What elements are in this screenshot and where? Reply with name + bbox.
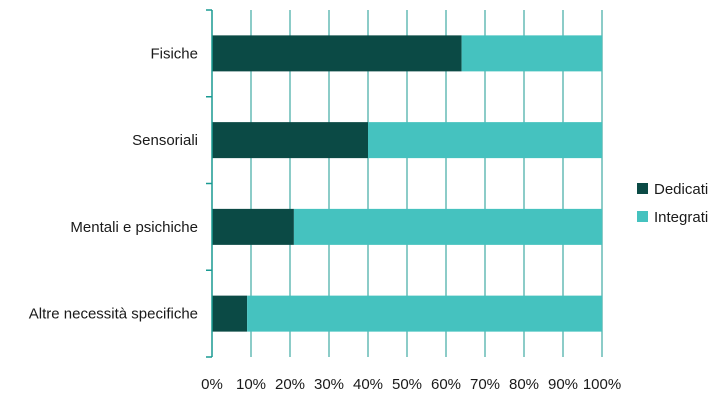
bar-dedicati (212, 122, 368, 159)
category-label: Altre necessità specifiche (29, 306, 198, 323)
category-label: Mentali e psichiche (70, 219, 198, 236)
x-tick-label: 70% (470, 376, 500, 393)
category-label: Sensoriali (132, 132, 198, 149)
x-tick-label: 60% (431, 376, 461, 393)
bars (212, 35, 602, 332)
bar-dedicati (212, 295, 248, 332)
legend-swatch (637, 211, 648, 222)
category-labels: Fisiche Sensoriali Mentali e psichiche Altr… (29, 45, 198, 322)
x-tick-label: 80% (509, 376, 539, 393)
bar-integrati (247, 295, 602, 332)
x-tick-label: 40% (353, 376, 383, 393)
x-tick-label: 90% (548, 376, 578, 393)
legend-swatch (637, 183, 648, 194)
bar-integrati (293, 208, 602, 245)
bar-dedicati (212, 35, 462, 72)
category-label: Fisiche (150, 45, 198, 62)
bar-dedicati (212, 208, 294, 245)
bar-integrati (368, 122, 602, 159)
legend-label: Integrati (654, 209, 708, 226)
x-tick-label: 50% (392, 376, 422, 393)
x-tick-label: 20% (275, 376, 305, 393)
legend-label: Dedicati (654, 181, 708, 198)
x-tick-label: 10% (236, 376, 266, 393)
y-axis (206, 9, 213, 358)
x-tick-label: 30% (314, 376, 344, 393)
bar-integrati (461, 35, 602, 72)
x-tick-label: 100% (583, 376, 621, 393)
x-tick-labels: 0% 10% 20% 30% 40% 50% 60% 70% 80% 90% 100% (201, 376, 621, 393)
legend: Dedicati Integrati (637, 181, 708, 226)
x-tick-label: 0% (201, 376, 223, 393)
